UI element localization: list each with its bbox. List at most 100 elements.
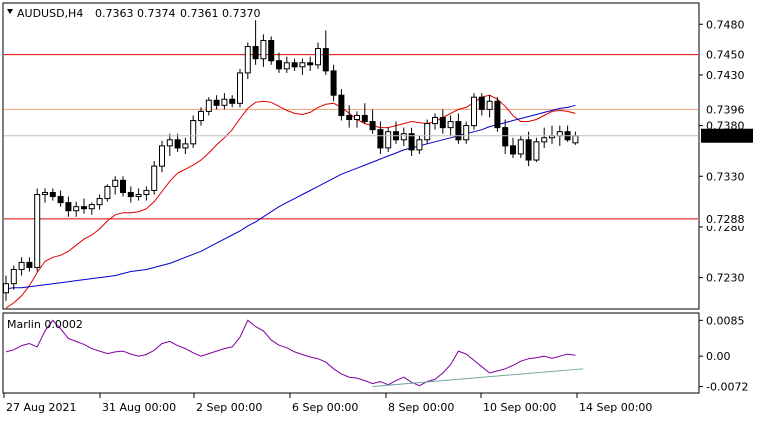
candle-body [166, 139, 173, 147]
candle [34, 188, 41, 272]
candle [432, 113, 438, 130]
candle [26, 257, 33, 272]
candle-body [73, 206, 80, 212]
candle-body [143, 189, 150, 196]
candle-body [10, 268, 17, 285]
candle-body [104, 185, 111, 200]
ohlc-open: 0.7363 [95, 7, 134, 20]
x-tick-label: 10 Sep 00:00 [483, 401, 556, 414]
candle [369, 109, 376, 134]
indicator-line [5, 319, 576, 387]
candle-body [346, 114, 353, 121]
x-tick-label: 14 Sep 00:00 [579, 401, 652, 414]
candle [42, 188, 48, 203]
candle-body [299, 62, 306, 68]
level-tag-label: 0.7288 [706, 213, 745, 226]
ohlc-high: 0.7374 [137, 7, 176, 20]
price-tag-bg [701, 128, 753, 143]
candle-body [572, 135, 579, 144]
candle-body [34, 194, 41, 268]
candle [221, 93, 228, 110]
candle [49, 188, 56, 201]
candle [127, 186, 134, 203]
candle [252, 20, 259, 65]
candle-body [502, 127, 509, 147]
candle [400, 127, 407, 146]
candle [159, 140, 165, 173]
symbol-label: AUDUSD,H4 [17, 7, 83, 20]
candle [135, 188, 142, 201]
candle [96, 194, 103, 210]
candle [198, 107, 204, 126]
candle [346, 105, 353, 128]
candle-body [447, 121, 454, 129]
candle [166, 133, 173, 156]
candle [120, 176, 126, 197]
candle [471, 93, 477, 130]
candle [57, 190, 64, 207]
candle [361, 103, 368, 124]
candle-body [533, 141, 540, 161]
candle [88, 202, 95, 215]
candle-body [408, 133, 415, 151]
candle [174, 133, 181, 152]
candle-body [455, 121, 462, 141]
candle-body [49, 191, 56, 198]
candle-body [42, 191, 48, 196]
candle-body [182, 143, 189, 149]
y-tick-label: 0.7230 [706, 272, 745, 285]
candle [510, 137, 516, 159]
candle-body [190, 120, 197, 145]
candle-body [463, 125, 470, 141]
axes-layer: 0.74800.74300.73800.73300.72800.72300.74… [3, 18, 753, 414]
candle [385, 127, 392, 152]
candle-body [416, 139, 423, 151]
candle [330, 64, 337, 102]
candle [244, 42, 251, 79]
x-tick-label: 8 Sep 00:00 [388, 401, 454, 414]
indicator-trendline [372, 368, 584, 388]
candle-body [369, 121, 376, 131]
candle-body [510, 145, 516, 155]
levels-layer [4, 54, 698, 220]
level-tag-bg [700, 102, 752, 117]
main-panel-frame [2, 2, 700, 310]
candle-body [151, 165, 158, 191]
candle-body [377, 129, 384, 149]
candle [104, 184, 111, 202]
x-tick-label: 6 Sep 00:00 [292, 401, 358, 414]
candles-layer [3, 20, 579, 301]
candle [416, 135, 423, 154]
candle [276, 52, 282, 73]
candle-body [26, 261, 33, 268]
candle-body [385, 131, 392, 149]
candle [65, 196, 72, 217]
candle [377, 121, 384, 154]
candle [10, 265, 17, 290]
candle [143, 186, 150, 201]
candle [283, 56, 290, 73]
candle-body [18, 261, 25, 270]
candle-body [96, 198, 103, 206]
candle-body [338, 94, 345, 116]
candle-body [112, 179, 119, 187]
candle-body [541, 137, 548, 143]
ohlc-close: 0.7370 [222, 7, 261, 20]
candle-body [556, 131, 563, 137]
candle-body [268, 39, 275, 62]
level-tag-bg [700, 47, 752, 62]
candle-body [81, 206, 87, 210]
candle [229, 95, 236, 108]
level-tag-bg [700, 211, 752, 226]
indicator-y-tick-label: -0.0072 [706, 381, 748, 394]
candle-body [3, 283, 9, 294]
ohlc-low: 0.7361 [180, 7, 219, 20]
y-tick-label: 0.7480 [706, 18, 745, 31]
candle [205, 97, 212, 116]
candle [18, 257, 25, 276]
candle [408, 127, 415, 156]
candle [268, 36, 275, 65]
indicator-y-tick-label: 0.00 [706, 350, 731, 363]
candle-body [57, 196, 64, 204]
